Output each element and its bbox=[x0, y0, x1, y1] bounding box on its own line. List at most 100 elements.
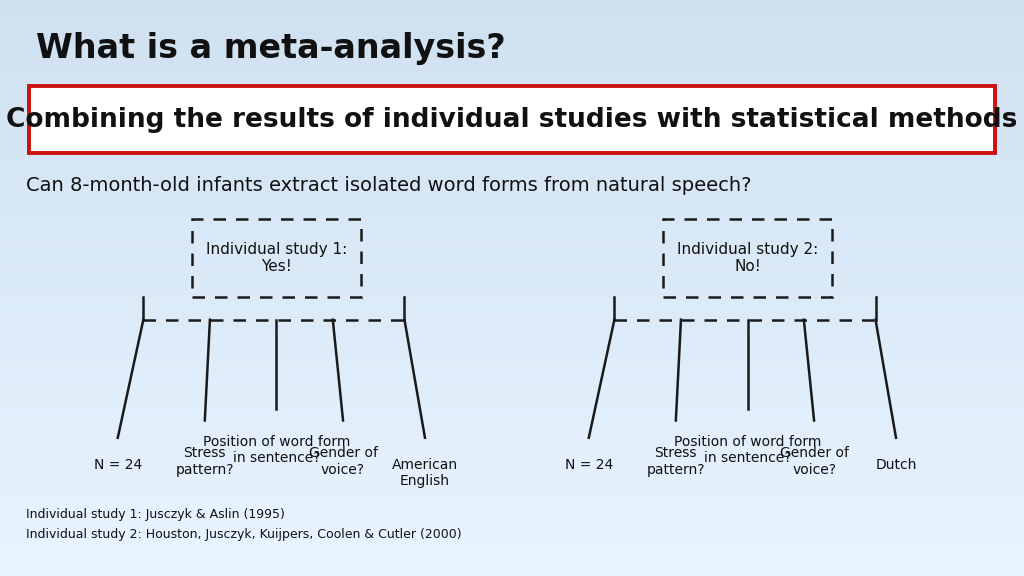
Bar bbox=[0, 285, 1024, 288]
Bar bbox=[0, 446, 1024, 449]
Bar bbox=[0, 69, 1024, 72]
Bar bbox=[0, 242, 1024, 245]
Bar bbox=[0, 17, 1024, 20]
Bar bbox=[0, 230, 1024, 233]
Bar bbox=[0, 233, 1024, 236]
Bar bbox=[0, 429, 1024, 432]
Bar bbox=[0, 55, 1024, 58]
Bar bbox=[0, 510, 1024, 513]
Bar bbox=[0, 409, 1024, 412]
Bar bbox=[0, 26, 1024, 29]
Bar bbox=[0, 279, 1024, 282]
Bar bbox=[0, 49, 1024, 52]
Bar bbox=[0, 265, 1024, 268]
Bar bbox=[0, 461, 1024, 464]
Bar bbox=[0, 395, 1024, 397]
Bar bbox=[0, 181, 1024, 184]
Bar bbox=[0, 464, 1024, 467]
Bar bbox=[0, 204, 1024, 207]
Bar bbox=[0, 556, 1024, 559]
Bar bbox=[0, 297, 1024, 300]
Bar bbox=[0, 383, 1024, 386]
Bar bbox=[0, 302, 1024, 305]
Bar bbox=[0, 518, 1024, 521]
Bar bbox=[0, 207, 1024, 210]
Bar bbox=[0, 469, 1024, 472]
Bar bbox=[0, 544, 1024, 547]
Bar bbox=[0, 562, 1024, 564]
Bar bbox=[0, 311, 1024, 314]
Bar bbox=[664, 219, 831, 297]
Bar bbox=[0, 400, 1024, 403]
Bar bbox=[0, 467, 1024, 469]
Bar bbox=[0, 386, 1024, 389]
Bar bbox=[0, 63, 1024, 66]
Bar bbox=[0, 32, 1024, 35]
Bar bbox=[0, 475, 1024, 478]
Bar bbox=[0, 271, 1024, 274]
Bar bbox=[29, 86, 995, 153]
Bar bbox=[0, 132, 1024, 135]
Bar bbox=[0, 372, 1024, 374]
Bar bbox=[0, 153, 1024, 156]
Bar bbox=[0, 308, 1024, 311]
Bar bbox=[0, 366, 1024, 369]
Bar bbox=[0, 423, 1024, 426]
Bar bbox=[0, 176, 1024, 179]
Text: American
English: American English bbox=[392, 458, 458, 488]
Bar bbox=[0, 559, 1024, 562]
Bar bbox=[0, 406, 1024, 409]
Text: Stress
pattern?: Stress pattern? bbox=[175, 446, 234, 476]
Bar bbox=[0, 550, 1024, 553]
Bar bbox=[0, 216, 1024, 219]
Bar bbox=[0, 403, 1024, 406]
Text: Position of word form
in sentence?: Position of word form in sentence? bbox=[674, 435, 821, 465]
Bar bbox=[0, 415, 1024, 418]
Bar bbox=[0, 564, 1024, 567]
Bar bbox=[0, 0, 1024, 3]
Bar bbox=[0, 389, 1024, 392]
Bar bbox=[0, 95, 1024, 98]
Bar bbox=[0, 524, 1024, 527]
Bar bbox=[0, 35, 1024, 37]
Bar bbox=[0, 81, 1024, 84]
Bar bbox=[0, 570, 1024, 573]
Bar bbox=[0, 377, 1024, 380]
Text: Gender of
voice?: Gender of voice? bbox=[779, 446, 849, 476]
Bar bbox=[0, 487, 1024, 490]
Bar bbox=[0, 323, 1024, 325]
Bar bbox=[0, 288, 1024, 291]
Bar bbox=[0, 314, 1024, 317]
Bar bbox=[0, 513, 1024, 516]
Bar bbox=[0, 213, 1024, 216]
Bar bbox=[0, 527, 1024, 530]
Bar bbox=[0, 3, 1024, 6]
Bar bbox=[0, 380, 1024, 383]
Text: Individual study 1: Jusczyk & Aslin (1995): Individual study 1: Jusczyk & Aslin (199… bbox=[26, 508, 285, 521]
Bar bbox=[0, 449, 1024, 452]
Bar bbox=[0, 360, 1024, 363]
Text: Can 8-month-old infants extract isolated word forms from natural speech?: Can 8-month-old infants extract isolated… bbox=[26, 176, 751, 195]
Text: N = 24: N = 24 bbox=[93, 458, 142, 472]
Bar bbox=[0, 300, 1024, 302]
Bar bbox=[0, 161, 1024, 164]
Bar bbox=[0, 98, 1024, 101]
Bar bbox=[0, 199, 1024, 202]
Text: Stress
pattern?: Stress pattern? bbox=[646, 446, 706, 476]
Bar bbox=[0, 357, 1024, 360]
Bar bbox=[0, 346, 1024, 348]
Bar bbox=[0, 124, 1024, 127]
Bar bbox=[0, 222, 1024, 225]
Bar bbox=[0, 276, 1024, 279]
Bar bbox=[0, 495, 1024, 498]
Text: Individual study 2: Houston, Jusczyk, Kuijpers, Coolen & Cutler (2000): Individual study 2: Houston, Jusczyk, Ku… bbox=[26, 528, 461, 541]
Bar bbox=[0, 354, 1024, 357]
Bar bbox=[0, 455, 1024, 458]
Bar bbox=[0, 490, 1024, 492]
Text: N = 24: N = 24 bbox=[564, 458, 613, 472]
Bar bbox=[0, 6, 1024, 9]
Bar bbox=[0, 107, 1024, 109]
Bar bbox=[0, 20, 1024, 23]
Bar bbox=[0, 533, 1024, 536]
Text: Combining the results of individual studies with statistical methods: Combining the results of individual stud… bbox=[6, 107, 1018, 132]
